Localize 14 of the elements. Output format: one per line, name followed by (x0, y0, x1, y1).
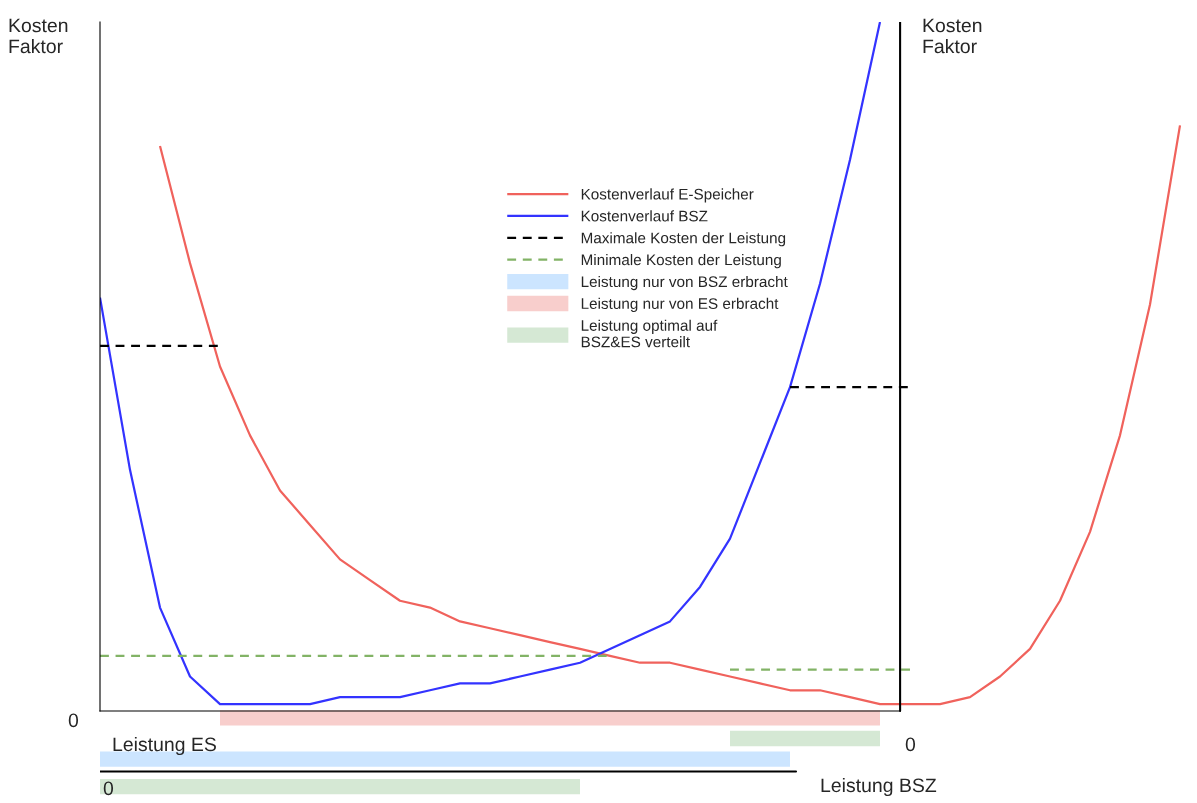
legend-label: Leistung nur von BSZ erbracht (581, 275, 788, 291)
legend-label: Leistung nur von ES erbracht (581, 297, 779, 313)
legend-label: Leistung optimal auf BSZ&ES verteilt (581, 319, 718, 348)
annotation: Leistung ES (113, 736, 216, 756)
text: 0 (68, 713, 79, 728)
x-axis-title: Leistung BSZ (821, 777, 937, 797)
legend-label: Kostenverlauf BSZ (581, 210, 708, 222)
annotation: 0 (103, 781, 114, 796)
annotation: 0 (905, 737, 916, 752)
legend-label: Kostenverlauf E-Speicher (581, 188, 754, 203)
legend-label: Minimale Kosten der Leistung (581, 254, 781, 269)
legend-label: Maximale Kosten der Leistung (581, 232, 786, 247)
y2-axis-title: Kosten Faktor (923, 18, 982, 54)
y-axis-title: Kosten Faktor (9, 18, 68, 54)
